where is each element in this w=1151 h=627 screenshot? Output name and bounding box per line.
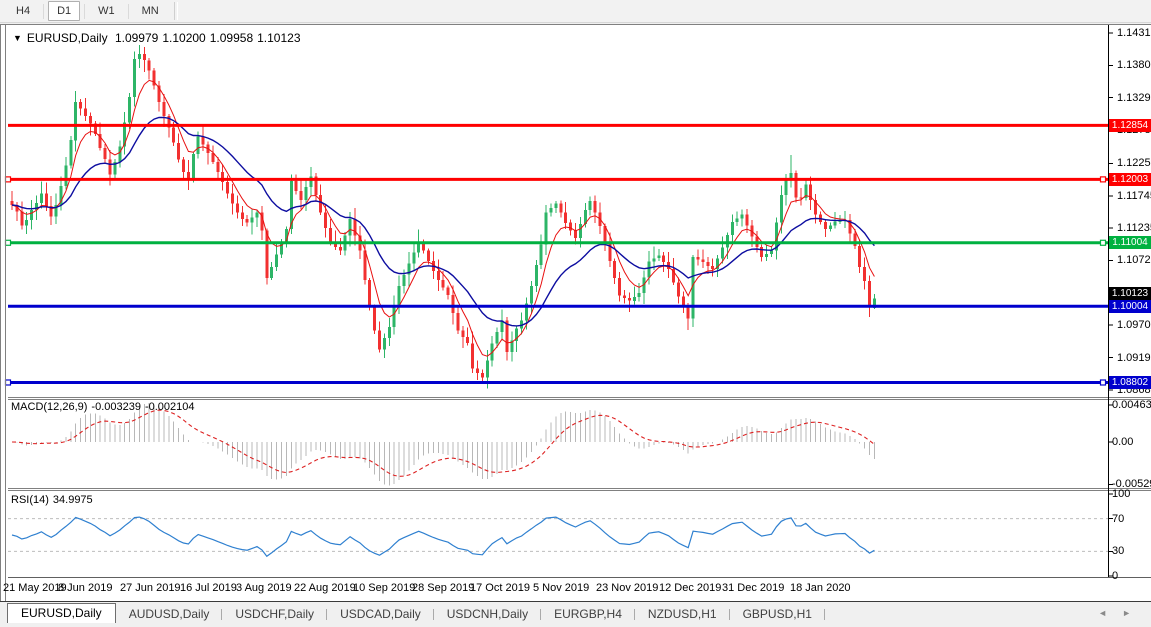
macd-label: MACD(12,26,9) -0.003239 -0.002104 bbox=[11, 401, 199, 413]
ohlc-high: 1.10200 bbox=[162, 31, 206, 45]
macd-signal-value: -0.002104 bbox=[144, 401, 195, 413]
price-axis-tick-label: 1.10725 bbox=[1117, 254, 1151, 266]
rsi-axis-tick-label: 100 bbox=[1112, 488, 1131, 500]
level-line-handle[interactable] bbox=[4, 239, 12, 246]
rsi-axis-tick-label: 0 bbox=[1112, 570, 1119, 582]
rsi-axis-tick-label: 70 bbox=[1112, 513, 1125, 525]
ma-fast-line bbox=[11, 79, 875, 357]
tab-scroll-right-icon[interactable]: ► bbox=[1122, 608, 1131, 618]
time-axis-label: 3 Aug 2019 bbox=[236, 582, 292, 594]
symbol-dropdown-arrow-icon[interactable]: ▼ bbox=[13, 33, 22, 43]
ohlc-open: 1.09979 bbox=[114, 31, 159, 45]
price-axis-tick-label: 1.12255 bbox=[1117, 157, 1151, 169]
timeframe-toolbar: H4 D1 W1 MN bbox=[0, 0, 1151, 23]
price-axis-tick-label: 1.11745 bbox=[1117, 190, 1151, 202]
rsi-label: RSI(14) 34.9975 bbox=[11, 494, 97, 506]
rsi-name: RSI(14) bbox=[11, 494, 49, 506]
timeframe-button-h4[interactable]: H4 bbox=[16, 5, 31, 17]
time-axis-label: 17 Oct 2019 bbox=[470, 582, 530, 594]
time-axis-label: 18 Jan 2020 bbox=[790, 582, 851, 594]
toolbar-separator bbox=[127, 3, 129, 19]
macd-axis-tick-label: 0.00 bbox=[1112, 436, 1134, 448]
chart-tab-audusd-daily[interactable]: AUDUSD,Daily bbox=[116, 605, 223, 623]
price-axis-tick-label: 1.13800 bbox=[1117, 59, 1151, 71]
macd-main-value: -0.003239 bbox=[91, 401, 141, 413]
time-axis-label: 5 Nov 2019 bbox=[533, 582, 590, 594]
chart-tab-usdcnh-daily[interactable]: USDCNH,Daily bbox=[434, 605, 542, 623]
chart-tab-gbpusd-h1[interactable]: GBPUSD,H1 bbox=[730, 605, 826, 623]
level-line-handle[interactable] bbox=[1099, 379, 1107, 386]
price-axis-tick-label: 1.11235 bbox=[1117, 222, 1151, 234]
toolbar-separator bbox=[43, 3, 45, 19]
macd-axis-tick-label: -0.005299 bbox=[1112, 478, 1151, 490]
time-axis-label: 12 Dec 2019 bbox=[659, 582, 722, 594]
chart-window-background bbox=[0, 25, 1151, 601]
current-price-badge: 1.10123 bbox=[1109, 287, 1151, 300]
price-axis-tick-label: 1.13290 bbox=[1117, 92, 1151, 104]
time-axis-label: 23 Nov 2019 bbox=[596, 582, 659, 594]
price-level-badge: 1.12854 bbox=[1109, 119, 1151, 132]
chart-tab-eurgbp-h4[interactable]: EURGBP,H4 bbox=[541, 605, 635, 623]
pane-borders bbox=[0, 24, 1151, 602]
time-axis-label: 21 May 2019 bbox=[3, 582, 67, 594]
rsi-value: 34.9975 bbox=[52, 494, 93, 506]
timeframe-button-d1[interactable]: D1 bbox=[48, 1, 81, 21]
rsi-axis-tick-label: 30 bbox=[1112, 545, 1125, 557]
time-axis-label: 10 Sep 2019 bbox=[353, 582, 416, 594]
toolbar-separator bbox=[84, 3, 86, 19]
level-line-handle[interactable] bbox=[4, 176, 12, 183]
macd-histogram bbox=[16, 403, 875, 486]
macd-name: MACD(12,26,9) bbox=[11, 401, 88, 413]
chart-tab-usdchf-daily[interactable]: USDCHF,Daily bbox=[222, 605, 327, 623]
ma-slow-line bbox=[11, 116, 875, 327]
chart-title: ▼ EURUSD,Daily 1.09979 1.10200 1.09958 1.101… bbox=[13, 31, 305, 45]
price-axis-tick-label: 1.09705 bbox=[1117, 319, 1151, 331]
chart-tab-nzdusd-h1[interactable]: NZDUSD,H1 bbox=[635, 605, 730, 623]
tab-scroll-left-icon[interactable]: ◄ bbox=[1098, 608, 1107, 618]
ohlc-close: 1.10123 bbox=[257, 31, 301, 45]
ohlc-low: 1.09958 bbox=[209, 31, 254, 45]
macd-signal-line bbox=[11, 409, 875, 477]
chart-tab-eurusd-daily[interactable]: EURUSD,Daily bbox=[7, 603, 116, 623]
timeframe-button-w1[interactable]: W1 bbox=[98, 5, 115, 17]
timeframe-button-mn[interactable]: MN bbox=[141, 5, 159, 17]
price-axis-tick-label: 1.14310 bbox=[1117, 27, 1151, 39]
chart-tab-usdcad-daily[interactable]: USDCAD,Daily bbox=[327, 605, 434, 623]
price-level-badge: 1.08802 bbox=[1109, 376, 1151, 389]
time-axis-label: 22 Aug 2019 bbox=[294, 582, 356, 594]
time-axis-label: 16 Jul 2019 bbox=[180, 582, 237, 594]
time-axis-label: 8 Jun 2019 bbox=[58, 582, 113, 594]
level-line-handle[interactable] bbox=[1099, 176, 1107, 183]
level-line-handle[interactable] bbox=[1099, 239, 1107, 246]
price-axis-tick-label: 1.09195 bbox=[1117, 352, 1151, 364]
macd-axis-tick-label: 0.00463 bbox=[1112, 399, 1151, 411]
time-axis-label: 28 Sep 2019 bbox=[412, 582, 475, 594]
toolbar-groove bbox=[173, 2, 178, 20]
price-level-badge: 1.11004 bbox=[1109, 236, 1151, 249]
chart-tab-bar: EURUSD,Daily AUDUSD,Daily USDCHF,Daily USDC… bbox=[0, 603, 1151, 623]
price-level-badge: 1.12003 bbox=[1109, 173, 1151, 186]
level-line-handle[interactable] bbox=[4, 379, 12, 386]
rsi-line bbox=[11, 516, 875, 558]
symbol-name: EURUSD,Daily bbox=[26, 31, 108, 45]
time-axis-label: 27 Jun 2019 bbox=[120, 582, 181, 594]
time-axis-label: 31 Dec 2019 bbox=[722, 582, 785, 594]
price-level-badge: 1.10004 bbox=[1109, 300, 1151, 313]
